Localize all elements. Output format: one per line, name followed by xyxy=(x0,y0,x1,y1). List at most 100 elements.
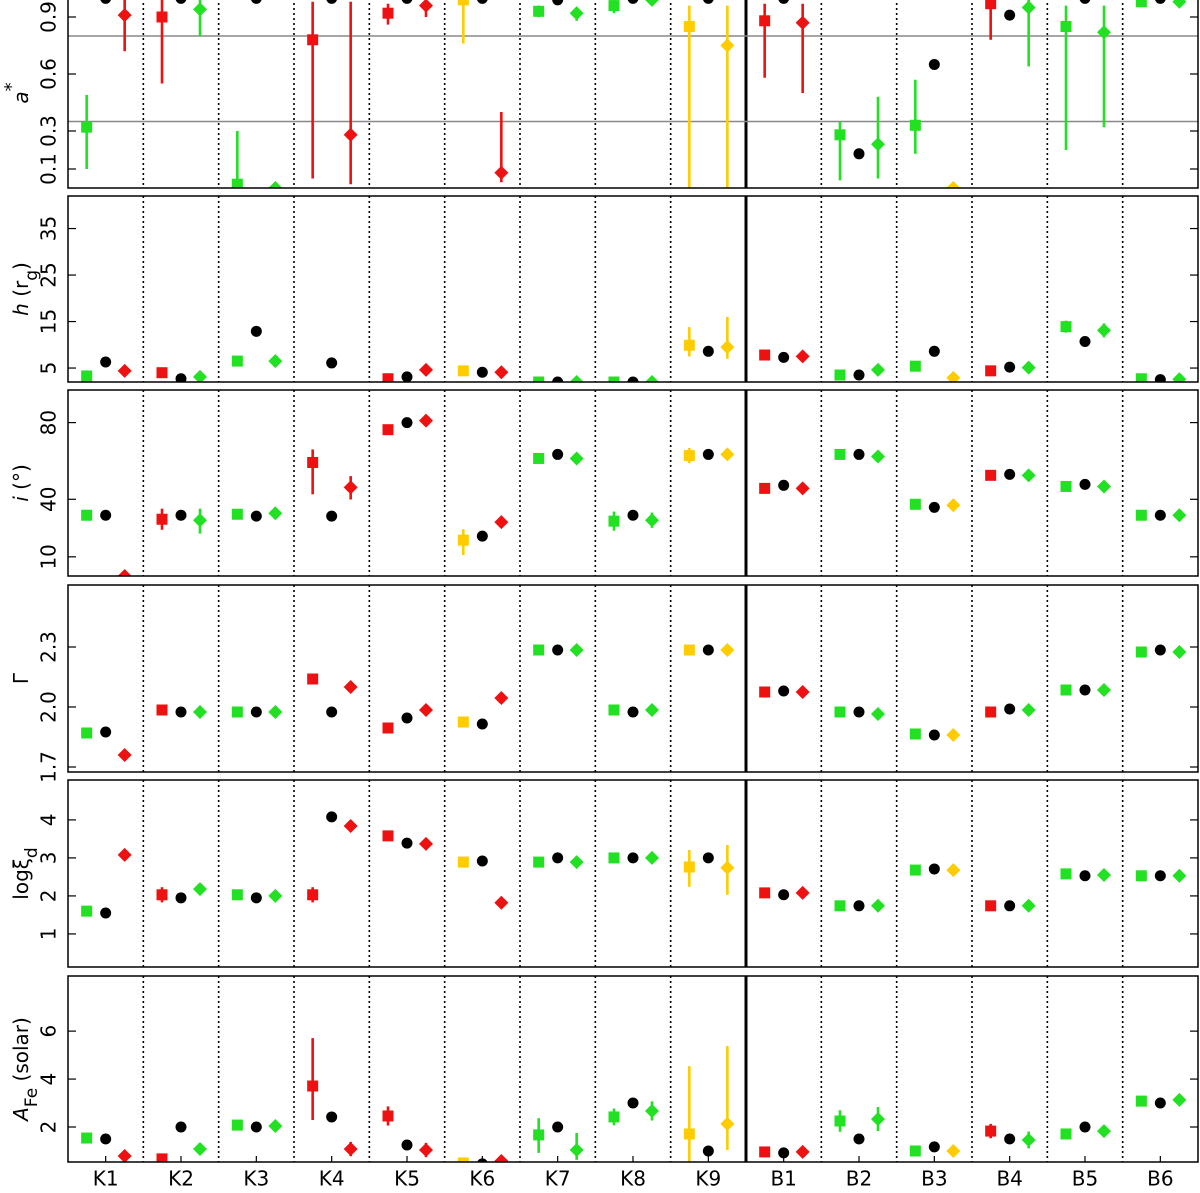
diamond-marker xyxy=(795,481,810,496)
x-tick-label: K6 xyxy=(469,1167,495,1191)
circle-marker xyxy=(476,718,488,730)
square-marker xyxy=(759,887,771,899)
square-marker xyxy=(683,1128,695,1140)
square-marker xyxy=(909,119,921,131)
diamond-marker xyxy=(795,349,810,364)
circle-marker xyxy=(702,448,714,460)
square-marker xyxy=(231,355,243,367)
diamond-marker xyxy=(494,895,509,910)
square-marker xyxy=(156,704,168,716)
square-marker xyxy=(985,900,997,912)
x-tick-label: K1 xyxy=(93,1167,119,1191)
diamond-marker xyxy=(494,515,509,530)
x-tick-label: K8 xyxy=(620,1167,646,1191)
circle-marker xyxy=(702,345,714,357)
y-tick-label: 2 xyxy=(37,1121,61,1134)
y-tick-label: 5 xyxy=(37,362,61,375)
diamond-marker xyxy=(419,836,433,851)
diamond-marker xyxy=(871,1112,885,1127)
diamond-marker xyxy=(343,480,358,495)
square-marker xyxy=(156,889,168,901)
square-marker xyxy=(1135,1095,1147,1107)
circle-marker xyxy=(100,1133,112,1145)
circle-marker xyxy=(778,0,789,4)
diamond-marker xyxy=(569,855,584,870)
circle-marker xyxy=(1004,468,1016,480)
circle-marker xyxy=(250,706,262,718)
diamond-marker xyxy=(117,847,132,862)
square-marker xyxy=(834,448,846,460)
square-marker xyxy=(533,856,545,868)
circle-marker xyxy=(476,366,488,378)
y-tick-label: 35 xyxy=(37,216,61,241)
circle-marker xyxy=(1079,1121,1091,1133)
diamond-marker xyxy=(795,1144,810,1159)
y-tick-label: 0.3 xyxy=(37,115,61,147)
y-tick-label: 1.7 xyxy=(37,751,61,783)
circle-marker xyxy=(552,376,564,382)
square-marker xyxy=(608,0,620,12)
circle-marker xyxy=(100,509,112,521)
circle-marker xyxy=(1154,644,1166,656)
square-marker xyxy=(382,7,394,19)
plot-frame xyxy=(67,779,1199,968)
diamond-marker xyxy=(720,447,735,462)
y-tick-label: 0.1 xyxy=(37,153,61,185)
diamond-marker xyxy=(645,513,659,528)
square-marker xyxy=(382,830,394,842)
square-marker xyxy=(608,852,620,864)
diamond-marker xyxy=(569,1143,584,1158)
y-tick-label: 80 xyxy=(37,410,61,435)
y-axis-label-part: (°) xyxy=(9,464,33,496)
circle-marker xyxy=(476,530,488,542)
circle-marker xyxy=(1079,336,1091,348)
diamond-marker xyxy=(268,354,283,369)
square-marker xyxy=(985,1125,997,1137)
plot-area xyxy=(68,0,1198,188)
square-marker xyxy=(307,34,319,46)
square-marker xyxy=(608,1111,620,1123)
y-axis-label: Γ xyxy=(9,672,33,684)
square-marker xyxy=(231,178,243,188)
circle-marker xyxy=(702,1145,714,1157)
square-marker xyxy=(307,1080,319,1092)
circle-marker xyxy=(853,1133,865,1145)
circle-marker xyxy=(778,351,790,363)
circle-marker xyxy=(853,900,865,912)
circle-marker xyxy=(928,863,940,875)
circle-marker xyxy=(627,0,639,4)
x-tick-label: K5 xyxy=(394,1167,420,1191)
circle-marker xyxy=(778,1147,790,1159)
square-marker xyxy=(1060,21,1072,32)
y-tick-label: 0.9 xyxy=(37,1,61,33)
circle-marker xyxy=(1004,9,1016,21)
diamond-marker xyxy=(1097,683,1111,697)
square-marker xyxy=(608,704,620,716)
square-marker xyxy=(156,1153,168,1162)
square-marker xyxy=(231,706,243,718)
diamond-marker xyxy=(720,860,735,875)
square-marker xyxy=(1135,0,1147,8)
circle-marker xyxy=(1004,1133,1016,1145)
square-marker xyxy=(533,376,545,382)
square-marker xyxy=(457,365,469,377)
diamond-marker xyxy=(795,685,810,699)
y-axis-label-part: h xyxy=(9,303,33,316)
circle-marker xyxy=(1079,684,1091,696)
diamond-marker xyxy=(117,569,132,576)
circle-marker xyxy=(1155,0,1166,4)
diamond-marker xyxy=(494,165,509,180)
diamond-marker xyxy=(268,705,283,719)
circle-marker xyxy=(1079,0,1091,4)
circle-marker xyxy=(703,0,714,4)
square-marker xyxy=(834,706,846,718)
square-marker xyxy=(683,644,695,656)
circle-marker xyxy=(175,1121,187,1133)
square-marker xyxy=(307,673,319,685)
diamond-marker xyxy=(1172,508,1187,523)
y-tick-label: 2.3 xyxy=(37,631,61,663)
circle-marker xyxy=(552,0,564,6)
diamond-marker xyxy=(720,340,735,355)
y-tick-label: 10 xyxy=(37,544,61,569)
